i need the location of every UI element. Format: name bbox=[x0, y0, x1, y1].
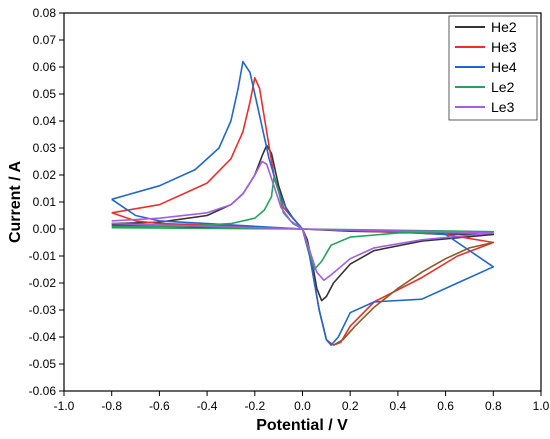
axis-ticks: -1.0 -0.8 -0.6 -0.4 -0.2 0.0 0.2 0.4 0.6 0.8 1.0 -0… bbox=[29, 6, 550, 413]
y-tick-label: -0.06 bbox=[29, 384, 57, 398]
y-tick-label: 0.02 bbox=[33, 168, 57, 182]
y-tick-label: 0.03 bbox=[33, 141, 57, 155]
y-tick-label: 0.04 bbox=[33, 114, 57, 128]
y-tick-label: -0.03 bbox=[29, 303, 57, 317]
y-tick-label: -0.02 bbox=[29, 276, 57, 290]
x-tick-label: 0.8 bbox=[485, 399, 502, 413]
legend-label-he4: He4 bbox=[491, 59, 517, 75]
y-tick-label: 0.05 bbox=[33, 87, 57, 101]
y-tick-label: 0.07 bbox=[33, 33, 57, 47]
x-tick-label: -0.6 bbox=[149, 399, 170, 413]
x-tick-label: 0.4 bbox=[390, 399, 407, 413]
y-axis-title: Current / A bbox=[7, 161, 24, 244]
x-tick-label: 0.6 bbox=[437, 399, 454, 413]
x-tick-label: -0.2 bbox=[244, 399, 265, 413]
y-tick-label: 0.01 bbox=[33, 195, 57, 209]
x-tick-label: -0.4 bbox=[197, 399, 218, 413]
y-tick-label: 0.08 bbox=[33, 6, 57, 20]
y-tick-label: 0.00 bbox=[33, 222, 57, 236]
legend-label-le2: Le2 bbox=[491, 79, 515, 95]
x-tick-label: 0.2 bbox=[342, 399, 359, 413]
x-tick-label: 0.0 bbox=[294, 399, 311, 413]
x-tick-label: -1.0 bbox=[54, 399, 75, 413]
x-tick-label: -0.8 bbox=[101, 399, 122, 413]
series-line-he4 bbox=[111, 60, 495, 346]
y-tick-label: -0.01 bbox=[29, 249, 57, 263]
legend-label-le3: Le3 bbox=[491, 99, 515, 115]
legend-label-he2: He2 bbox=[491, 19, 517, 35]
y-tick-label: 0.06 bbox=[33, 60, 57, 74]
series-line-he2 bbox=[111, 144, 495, 302]
series-line-he3 bbox=[111, 77, 495, 346]
x-tick-label: 1.0 bbox=[533, 399, 550, 413]
series-line-unlabeled bbox=[333, 241, 494, 346]
legend: He2 He3 He4 Le2 Le3 bbox=[448, 15, 538, 121]
legend-label-he3: He3 bbox=[491, 39, 517, 55]
plot-frame bbox=[63, 12, 542, 392]
x-axis-title: Potential / V bbox=[256, 417, 348, 434]
series-layer bbox=[111, 60, 495, 346]
series-line-le3 bbox=[111, 160, 495, 282]
y-tick-label: -0.04 bbox=[29, 330, 57, 344]
y-tick-label: -0.05 bbox=[29, 357, 57, 371]
